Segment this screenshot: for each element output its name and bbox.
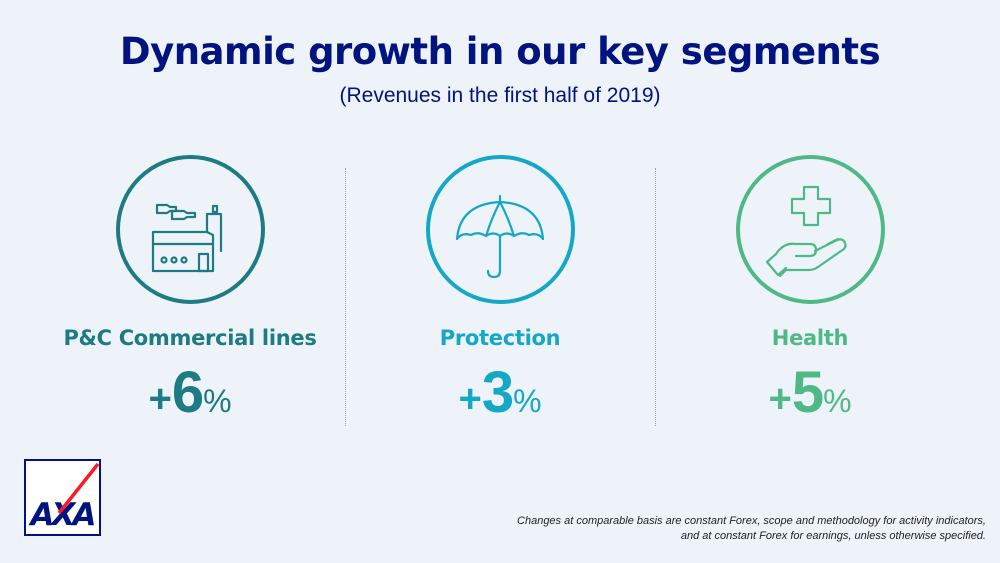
segment-label: P&C Commercial lines [63, 326, 317, 350]
umbrella-icon [455, 194, 544, 279]
factory-icon [151, 203, 222, 273]
footnote: Changes at comparable basis are constant… [517, 514, 986, 544]
growth-sign: + [458, 377, 482, 421]
segment-pc-commercial: P&C Commercial lines +6% [40, 155, 340, 422]
page-title: Dynamic growth in our key segments [119, 30, 881, 73]
segment-health: Health +5% [660, 155, 960, 422]
growth-sign: + [148, 377, 172, 421]
axa-logo: AXA [24, 459, 101, 536]
footnote-line: Changes at comparable basis are constant… [517, 515, 986, 527]
segment-icon-circle [425, 155, 575, 304]
page-subtitle: (Revenues in the first half of 2019) [339, 84, 661, 107]
growth-unit: % [513, 383, 542, 419]
growth-sign: + [768, 377, 792, 421]
growth-unit: % [823, 383, 852, 419]
segment-label: Protection [439, 326, 561, 350]
health-hand-icon [765, 185, 847, 278]
growth-number: 5 [791, 360, 824, 425]
segment-growth: +3% [350, 364, 650, 422]
column-divider-1 [345, 168, 346, 426]
segment-icon-circle [735, 155, 885, 304]
svg-text:AXA: AXA [28, 497, 95, 533]
growth-unit: % [203, 383, 232, 419]
growth-number: 3 [481, 360, 514, 425]
segment-label: Health [771, 326, 849, 350]
growth-number: 6 [171, 360, 204, 425]
segment-growth: +6% [40, 364, 340, 422]
segment-icon-circle [115, 155, 265, 304]
column-divider-2 [655, 168, 656, 426]
segment-protection: Protection +3% [350, 155, 650, 422]
footnote-line: and at constant Forex for earnings, unle… [680, 530, 986, 542]
segment-growth: +5% [660, 364, 960, 422]
